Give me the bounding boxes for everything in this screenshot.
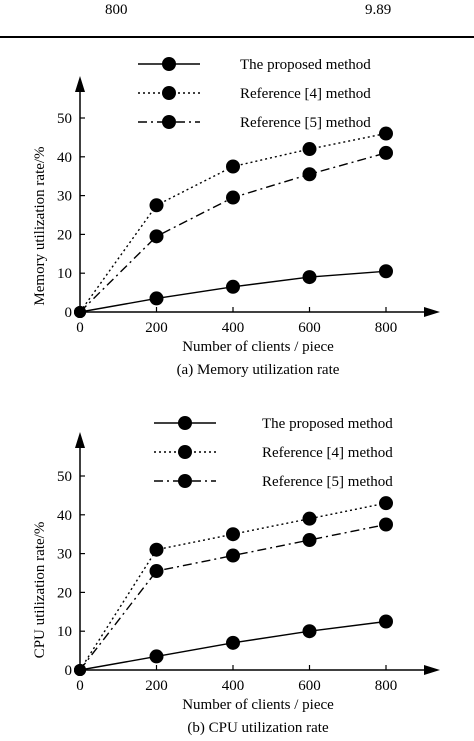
legend-marker <box>178 474 192 488</box>
data-point <box>149 198 164 213</box>
y-axis-label: CPU utilization rate/% <box>32 522 48 659</box>
legend-marker <box>178 445 192 459</box>
x-axis-arrow-icon <box>424 307 440 317</box>
x-tick-label: 800 <box>375 678 398 694</box>
x-tick-label: 0 <box>76 320 84 336</box>
data-point <box>226 159 240 174</box>
y-tick-label: 10 <box>57 266 72 282</box>
data-point <box>379 126 393 141</box>
legend-label: Reference [5] method <box>262 474 393 490</box>
data-point <box>302 167 317 182</box>
data-point <box>379 517 393 532</box>
legend-marker <box>162 57 176 71</box>
data-point <box>226 190 240 205</box>
legend-label: The proposed method <box>262 416 393 432</box>
y-axis-label: Memory utilization rate/% <box>32 146 48 305</box>
data-point <box>302 142 317 157</box>
y-tick-label: 30 <box>57 189 72 205</box>
data-point <box>74 306 86 318</box>
x-axis-label: Number of clients / piece <box>182 697 334 713</box>
x-tick-label: 200 <box>145 678 168 694</box>
x-axis-label: Number of clients / piece <box>182 339 334 355</box>
y-tick-label: 40 <box>57 508 72 524</box>
y-axis-arrow-icon <box>75 76 85 92</box>
legend-marker <box>162 86 176 100</box>
data-point <box>149 229 164 244</box>
y-tick-label: 20 <box>57 227 72 243</box>
y-tick-label: 50 <box>57 111 72 127</box>
data-point <box>226 527 240 542</box>
data-point <box>379 264 393 279</box>
legend-marker <box>162 115 176 129</box>
cpu-utilization-chart: 0 10 20 30 40 50 0 200 400 600 800 Number of client… <box>32 416 440 736</box>
data-point <box>226 548 240 563</box>
y-tick-label: 50 <box>57 469 72 485</box>
table-cell: 800 <box>105 2 128 18</box>
series-line <box>79 132 387 313</box>
x-tick-label: 400 <box>222 678 245 694</box>
y-tick-label: 0 <box>65 305 73 321</box>
data-point <box>302 511 317 526</box>
legend-label: The proposed method <box>240 57 371 73</box>
x-tick-label: 200 <box>145 320 168 336</box>
y-tick-label: 40 <box>57 150 72 166</box>
data-point <box>302 624 317 639</box>
x-tick-label: 0 <box>76 678 84 694</box>
data-point <box>226 279 240 294</box>
y-tick-label: 0 <box>65 663 73 679</box>
data-point <box>302 533 317 548</box>
table-row: 800 9.89 <box>0 0 474 40</box>
legend-label: Reference [4] method <box>262 445 393 461</box>
data-point <box>379 145 393 160</box>
table-bottom-rule <box>0 36 474 38</box>
x-tick-label: 400 <box>222 320 245 336</box>
table-cell: 9.89 <box>365 2 392 18</box>
data-point <box>302 270 317 285</box>
data-point <box>226 635 240 650</box>
data-point <box>149 291 164 306</box>
chart-caption: (a) Memory utilization rate <box>177 362 340 378</box>
x-axis-arrow-icon <box>424 665 440 675</box>
chart-caption: (b) CPU utilization rate <box>187 720 329 736</box>
x-tick-label: 800 <box>375 320 398 336</box>
legend-marker <box>178 416 192 430</box>
data-point <box>379 496 393 511</box>
legend-label: Reference [5] method <box>240 115 371 131</box>
data-point <box>149 564 164 579</box>
data-point <box>379 614 393 629</box>
legend-label: Reference [4] method <box>240 86 371 102</box>
y-tick-label: 30 <box>57 547 72 563</box>
x-tick-label: 600 <box>298 678 321 694</box>
memory-utilization-chart: 0 10 20 30 40 50 0 200 400 600 800 Number of client… <box>32 57 440 378</box>
y-axis-arrow-icon <box>75 432 85 448</box>
data-point <box>74 664 86 676</box>
y-tick-label: 10 <box>57 624 72 640</box>
data-point <box>149 542 164 557</box>
x-tick-label: 600 <box>298 320 321 336</box>
y-tick-label: 20 <box>57 585 72 601</box>
data-point <box>149 649 164 664</box>
